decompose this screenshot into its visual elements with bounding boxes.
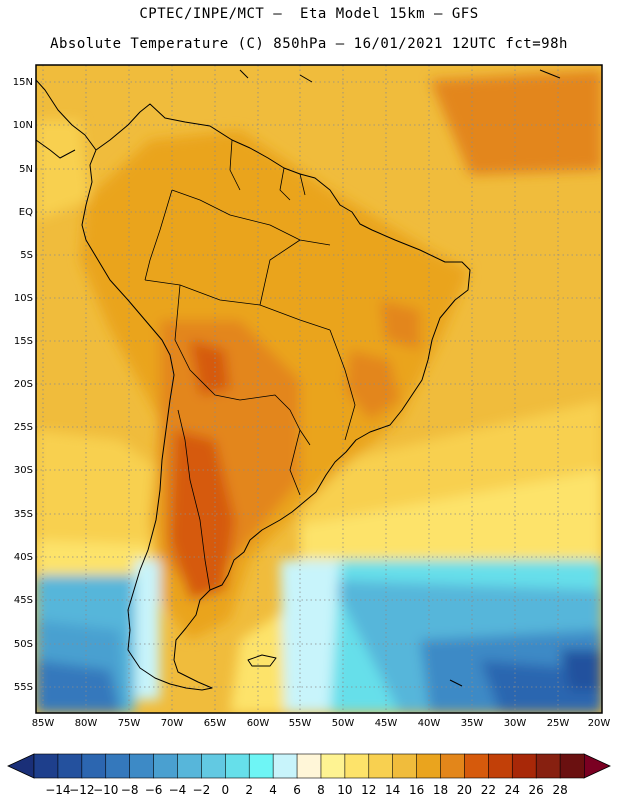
lat-label: 40S [14,552,33,563]
colorbar-label: 4 [269,783,277,797]
longitude-labels: 85W 80W 75W 70W 65W 60W 55W 50W 45W 40W … [32,718,611,729]
colorbar-labels: −14−12−10 −8 −6 −4 −2 0 2 4 6 8 10 12 14 16 18 20 22 24 26… [45,783,567,797]
colorbar-label: −2 [193,783,211,797]
colorbar-label: 24 [505,783,520,797]
map-title-line-2: Absolute Temperature (C) 850hPa – 16/01/… [50,36,568,52]
lat-label: 5S [20,250,33,261]
colorbar-label: 8 [317,783,325,797]
lat-label: 45S [14,595,33,606]
colorbar-swatch [511,753,537,779]
colorbar-label: 16 [409,783,424,797]
colorbar-swatch [81,753,107,779]
colorbar-label: 28 [552,783,567,797]
colorbar-label: 18 [433,783,448,797]
colorbar-label: −6 [145,783,163,797]
colorbar-swatch [535,753,561,779]
lon-label: 35W [461,718,484,729]
lon-label: 80W [75,718,98,729]
lat-label: 35S [14,509,33,520]
colorbar-swatch [177,753,202,779]
colorbar-swatch [129,753,155,779]
lon-label: 25W [547,718,570,729]
lat-label: 5N [19,164,33,175]
lat-label: EQ [19,207,33,218]
south-america-coastline [81,103,471,691]
map-frame [35,64,603,714]
colorbar-label: −4 [169,783,187,797]
colorbar-swatches [33,753,585,779]
colorbar-high-arrow [583,753,611,779]
lat-label: 50S [14,639,33,650]
colorbar-label: −10 [93,783,118,797]
colorbar-label: 10 [337,783,352,797]
colorbar-swatch [248,753,274,779]
lon-label: 70W [161,718,184,729]
colorbar-label: −12 [69,783,94,797]
lat-label: 20S [14,379,33,390]
colorbar-swatch [416,753,442,779]
lat-label: 10N [13,120,33,131]
colorbar-label: −8 [121,783,139,797]
colorbar-swatch [57,753,83,779]
colorbar-swatch [440,753,466,779]
caribbean-islands [239,69,561,687]
lon-label: 45W [375,718,398,729]
colorbar: −14−12−10 −8 −6 −4 −2 0 2 4 6 8 10 12 14 16 18 20 22 24 26… [7,753,611,797]
lon-label: 40W [418,718,441,729]
colorbar-label: 12 [361,783,376,797]
colorbar-swatch [488,753,513,779]
lat-label: 25S [14,422,33,433]
colorbar-swatch [225,753,250,779]
colorbar-swatch [368,753,394,779]
colorbar-swatch [559,753,585,779]
colorbar-label: −14 [45,783,70,797]
lon-label: 50W [332,718,355,729]
map-title-line-1: CPTEC/INPE/MCT – Eta Model 15km – GFS [139,6,479,22]
colorbar-swatch [105,753,131,779]
colorbar-swatch [201,753,226,779]
colorbar-label: 20 [457,783,472,797]
colorbar-swatch [272,753,298,779]
lon-label: 55W [289,718,312,729]
latitude-labels: 15N 10N 5N EQ 5S 10S 15S 20S 25S 30S 35S… [13,77,33,693]
lon-label: 65W [204,718,227,729]
country-borders [144,139,356,591]
colorbar-low-arrow [7,753,35,779]
lat-label: 30S [14,465,33,476]
graticule [36,65,602,713]
colorbar-label: 6 [293,783,301,797]
lon-label: 60W [247,718,270,729]
colorbar-label: 26 [529,783,544,797]
central-america-coastline [36,79,97,151]
lat-label: 55S [14,682,33,693]
colorbar-label: 0 [221,783,229,797]
lon-label: 30W [504,718,527,729]
colorbar-swatch [344,753,370,779]
coastlines-and-borders [36,69,561,691]
colorbar-swatch [153,753,179,779]
colorbar-swatch [320,753,346,779]
lat-label: 10S [14,293,33,304]
colorbar-label: 2 [245,783,253,797]
lon-label: 20W [588,718,611,729]
colorbar-label: 22 [481,783,496,797]
colorbar-swatch [296,753,322,779]
lon-label: 75W [118,718,141,729]
colorbar-swatch [392,753,418,779]
colorbar-label: 14 [385,783,400,797]
falkland-islands [247,654,277,667]
lat-label: 15N [13,77,33,88]
colorbar-swatch [33,753,59,779]
temperature-field [36,65,602,713]
lat-label: 15S [14,336,33,347]
colorbar-swatch [464,753,489,779]
lon-label: 85W [32,718,55,729]
